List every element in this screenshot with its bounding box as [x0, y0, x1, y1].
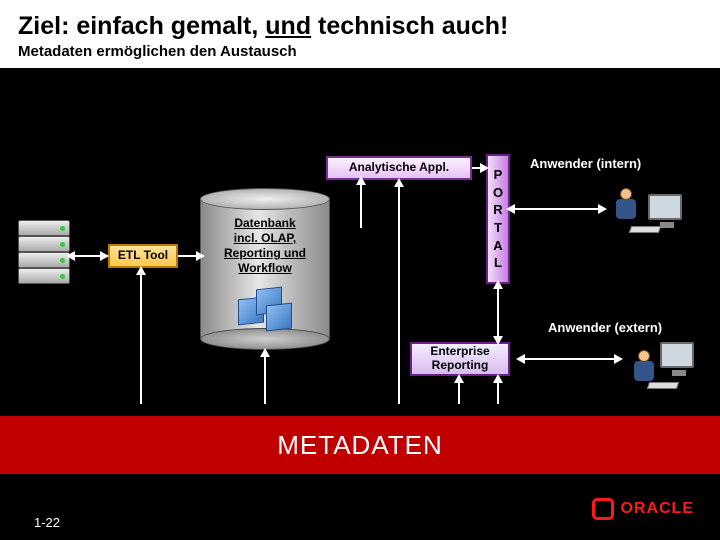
label-intern: Anwender (intern)	[530, 156, 641, 171]
cylinder-label: Datenbankincl. OLAP,Reporting undWorkflo…	[200, 216, 330, 276]
arrowhead-icon	[454, 374, 464, 383]
title-pre: Ziel: einfach gemalt,	[18, 12, 265, 40]
arrow-meta-analytic	[398, 182, 400, 404]
oracle-o-icon	[592, 498, 614, 520]
analytic-label: Analytische Appl.	[349, 161, 449, 175]
arrowhead-icon	[614, 354, 623, 364]
user-intern-icon	[610, 188, 646, 224]
label-extern: Anwender (extern)	[548, 320, 662, 335]
server-stack-icon	[18, 220, 70, 284]
monitor-extern-icon	[660, 342, 694, 368]
arrowhead-icon	[493, 280, 503, 289]
arrow-db-analytic	[360, 180, 362, 228]
enterprise-label: EnterpriseReporting	[430, 345, 489, 373]
arrowhead-icon	[480, 163, 489, 173]
arrow-meta-etl	[140, 270, 142, 404]
portal-box: PORTAL	[486, 154, 510, 284]
user-extern-icon	[628, 350, 664, 386]
oracle-logo-text: ORACLE	[620, 500, 694, 518]
oracle-logo: ORACLE	[592, 498, 694, 520]
arrowhead-icon	[493, 336, 503, 345]
etl-box: ETL Tool	[108, 244, 178, 268]
title-und: und	[265, 12, 311, 40]
footer: 1-22 ORACLE	[0, 500, 720, 540]
slide-number: 1-22	[34, 515, 60, 530]
metadaten-bar: METADATEN	[0, 416, 720, 474]
arrow-portal-intern	[510, 208, 604, 210]
portal-label: PORTAL	[493, 166, 503, 271]
header: Ziel: einfach gemalt, und technisch auch…	[0, 0, 720, 68]
enterprise-box: EnterpriseReporting	[410, 342, 510, 376]
metadaten-label: METADATEN	[277, 430, 442, 461]
arrowhead-icon	[66, 251, 75, 261]
olap-cubes-icon	[238, 288, 298, 338]
arrowhead-icon	[356, 176, 366, 185]
page-title: Ziel: einfach gemalt, und technisch auch…	[18, 12, 702, 41]
architecture-diagram: ETL Tool Datenbankincl. OLAP,Reporting u…	[0, 68, 720, 428]
arrowhead-icon	[136, 266, 146, 275]
arrowhead-icon	[598, 204, 607, 214]
database-cylinder: Datenbankincl. OLAP,Reporting undWorkflo…	[200, 188, 330, 348]
arrowhead-icon	[516, 354, 525, 364]
arrow-meta-db	[264, 352, 266, 404]
arrowhead-icon	[100, 251, 109, 261]
keyboard-intern-icon	[629, 226, 662, 233]
subtitle: Metadaten ermöglichen den Austausch	[18, 43, 702, 60]
arrowhead-icon	[196, 251, 205, 261]
arrowhead-icon	[493, 374, 503, 383]
arrow-portal-enterprise	[497, 284, 499, 342]
arrowhead-icon	[260, 348, 270, 357]
arrowhead-icon	[506, 204, 515, 214]
title-post: technisch auch!	[311, 12, 508, 40]
monitor-intern-icon	[648, 194, 682, 220]
analytic-box: Analytische Appl.	[326, 156, 472, 180]
keyboard-extern-icon	[647, 382, 680, 389]
etl-label: ETL Tool	[118, 249, 168, 263]
arrow-enterprise-extern	[520, 358, 620, 360]
arrowhead-icon	[394, 178, 404, 187]
